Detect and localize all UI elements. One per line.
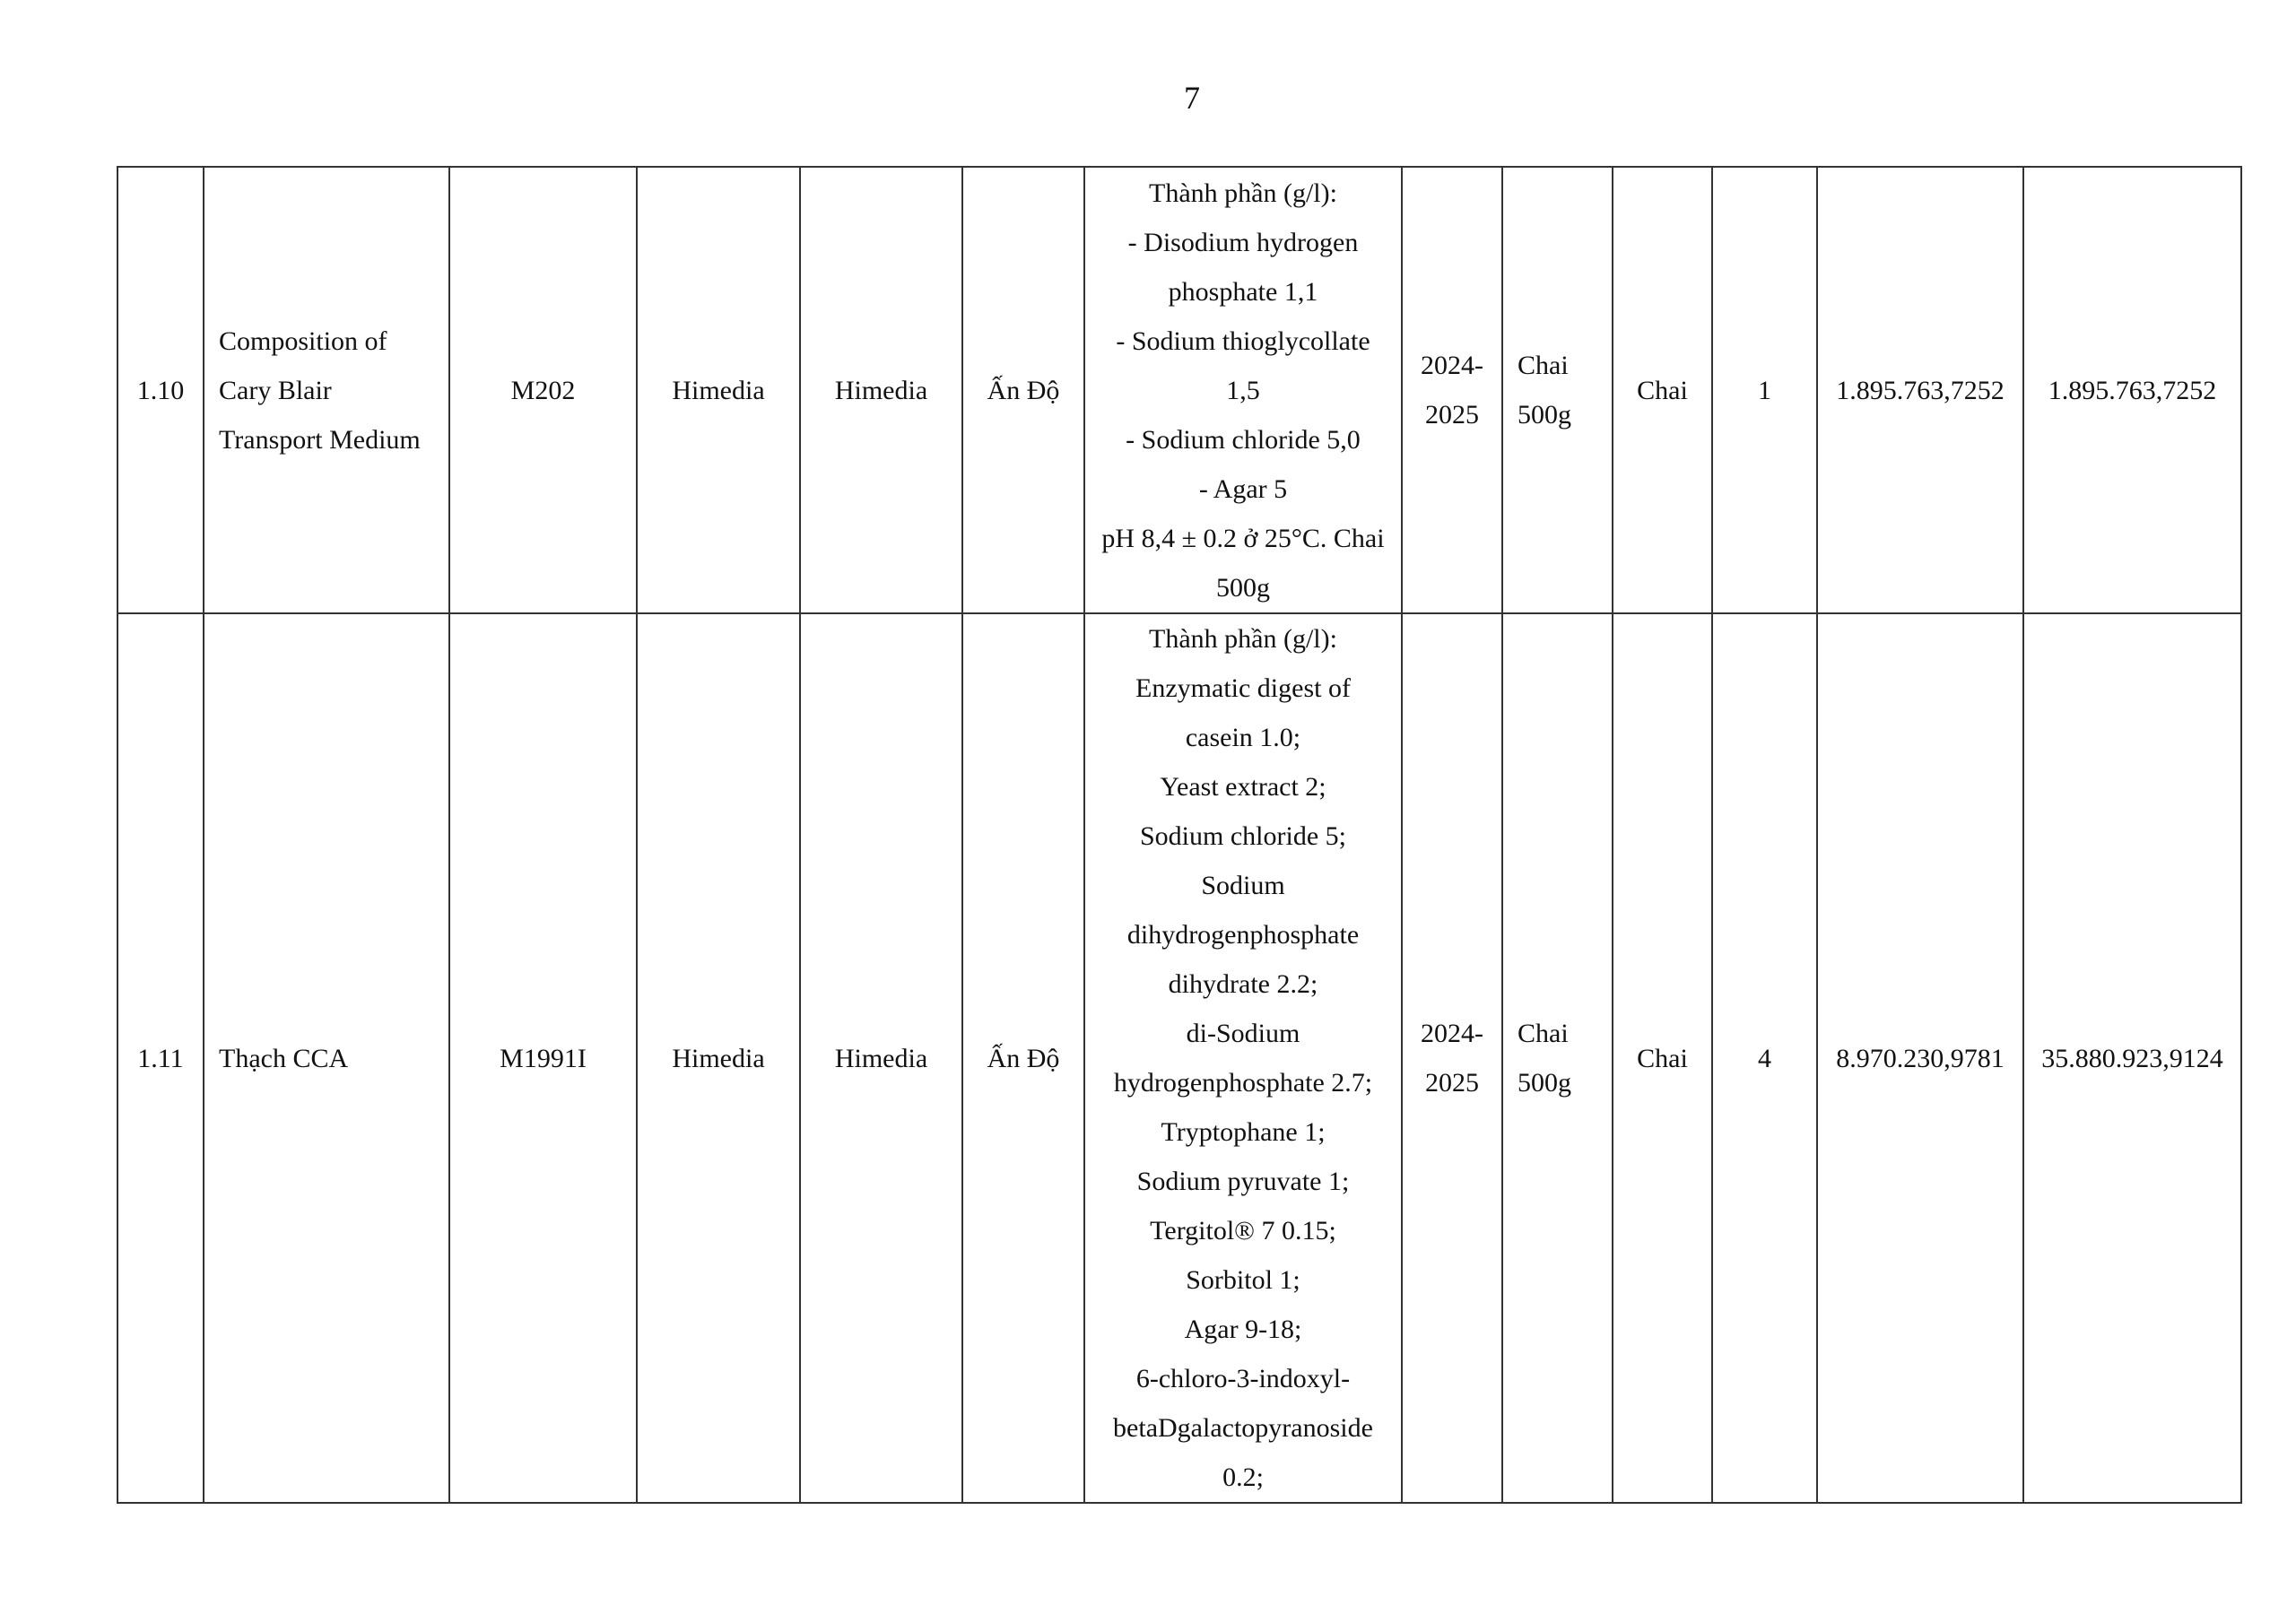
text-line: 500g — [1518, 400, 1571, 430]
text-line: Sorbitol 1; — [1186, 1265, 1300, 1295]
table-row: 1.11 Thạch CCA M1991I Himedia Himedia Ấn… — [117, 612, 2242, 1504]
text-line: Cary Blair — [219, 375, 332, 405]
cell-quantity: 1 — [1711, 166, 1818, 614]
text-line: Chai — [1518, 351, 1569, 380]
text-line: Thạch CCA — [219, 1043, 349, 1073]
text-line: - Sodium thioglycollate — [1116, 325, 1370, 356]
text-line: Tryptophane 1; — [1161, 1117, 1326, 1147]
cell-code: M202 — [448, 166, 638, 614]
text-line: phosphate 1,1 — [1168, 276, 1318, 307]
text-line: Transport Medium — [219, 424, 421, 455]
cell-specification: Thành phần (g/l): - Disodium hydrogen phos… — [1083, 166, 1403, 614]
cell-brand: Himedia — [636, 166, 801, 614]
text-line: Sodium chloride 5; — [1140, 821, 1346, 851]
cell-origin: Ấn Độ — [961, 612, 1085, 1504]
cell-specification: Thành phần (g/l): Enzymatic digest of case… — [1083, 612, 1403, 1504]
cell-unit: Chai — [1612, 612, 1713, 1504]
text-line: 500g — [1518, 1068, 1571, 1098]
text-line: 500g — [1216, 572, 1270, 603]
text-line: pH 8,4 ± 0.2 ở 25°C. Chai — [1101, 523, 1385, 553]
text-line: - Agar 5 — [1198, 473, 1288, 504]
page-number: 7 — [1184, 80, 1200, 116]
text-line: Enzymatic digest of — [1135, 673, 1351, 703]
cell-year: 2024- 2025 — [1401, 166, 1503, 614]
text-line: Thành phần (g/l): — [1149, 178, 1337, 208]
product-table: 1.10 Composition of Cary Blair Transport M… — [117, 166, 2242, 1504]
cell-origin: Ấn Độ — [961, 166, 1085, 614]
cell-stt: 1.11 — [117, 612, 204, 1504]
text-line: 2024- — [1421, 351, 1483, 380]
cell-unit-price: 1.895.763,7252 — [1816, 166, 2024, 614]
cell-brand: Himedia — [636, 612, 801, 1504]
text-line: 2025 — [1425, 400, 1479, 430]
text-line: - Sodium chloride 5,0 — [1126, 424, 1361, 455]
text-line: betaDgalactopyranoside — [1113, 1413, 1373, 1443]
cell-year: 2024- 2025 — [1401, 612, 1503, 1504]
table-row: 1.10 Composition of Cary Blair Transport M… — [117, 166, 2242, 614]
cell-stt: 1.10 — [117, 166, 204, 614]
text-line: Thành phần (g/l): — [1149, 624, 1337, 654]
cell-packaging: Chai 500g — [1501, 166, 1613, 614]
text-line: 6-chloro-3-indoxyl- — [1135, 1364, 1351, 1393]
cell-code: M1991I — [448, 612, 638, 1504]
cell-name: Composition of Cary Blair Transport Medium — [203, 166, 450, 614]
cell-packaging: Chai 500g — [1501, 612, 1613, 1504]
text-line: 2025 — [1425, 1068, 1479, 1098]
text-line: dihydrate 2.2; — [1168, 969, 1318, 999]
text-line: Agar 9-18; — [1184, 1315, 1302, 1344]
cell-unit: Chai — [1612, 166, 1713, 614]
cell-name: Thạch CCA — [203, 612, 450, 1504]
cell-unit-price: 8.970.230,9781 — [1816, 612, 2024, 1504]
cell-manufacturer: Himedia — [799, 612, 963, 1504]
text-line: Yeast extract 2; — [1160, 772, 1326, 802]
text-line: 1,5 — [1226, 375, 1260, 405]
text-line: Sodium — [1201, 871, 1285, 900]
cell-quantity: 4 — [1711, 612, 1818, 1504]
text-line: Sodium pyruvate 1; — [1136, 1167, 1350, 1196]
text-line: Composition of — [219, 325, 387, 356]
text-line: 2024- — [1421, 1019, 1483, 1048]
text-line: hydrogenphosphate 2.7; — [1113, 1068, 1373, 1098]
text-line: casein 1.0; — [1185, 723, 1301, 752]
cell-total: 35.880.923,9124 — [2022, 612, 2242, 1504]
cell-manufacturer: Himedia — [799, 166, 963, 614]
cell-total: 1.895.763,7252 — [2022, 166, 2242, 614]
text-line: 0.2; — [1222, 1462, 1264, 1492]
text-line: - Disodium hydrogen — [1127, 227, 1359, 257]
text-line: Tergitol® 7 0.15; — [1150, 1216, 1336, 1245]
text-line: Chai — [1518, 1019, 1569, 1048]
text-line: dihydrogenphosphate — [1126, 920, 1360, 950]
text-line: di-Sodium — [1186, 1019, 1300, 1048]
